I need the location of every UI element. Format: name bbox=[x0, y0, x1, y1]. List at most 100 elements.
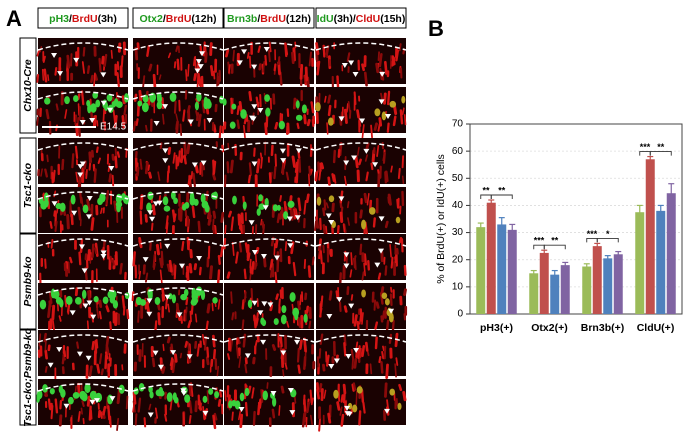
cell-streak bbox=[94, 247, 98, 255]
cell-streak bbox=[80, 90, 85, 106]
significance-label: ** bbox=[657, 142, 665, 152]
cell-streak bbox=[249, 258, 252, 269]
micrograph bbox=[36, 87, 129, 137]
y-tick-label: 40 bbox=[452, 200, 464, 211]
marker-cell bbox=[194, 101, 200, 111]
cell-streak bbox=[380, 92, 384, 101]
cell-streak bbox=[397, 167, 401, 180]
cell-streak bbox=[188, 400, 193, 414]
header-part: / bbox=[69, 13, 72, 25]
cell-streak bbox=[392, 115, 397, 127]
header-part: Brn3b bbox=[227, 13, 257, 25]
cell-streak bbox=[66, 54, 71, 69]
cell-streak bbox=[194, 164, 199, 174]
header-part: / bbox=[163, 13, 166, 25]
cell-streak bbox=[292, 47, 296, 62]
marker-cell bbox=[44, 97, 51, 105]
surface-line bbox=[37, 238, 129, 247]
cell-streak bbox=[55, 103, 59, 111]
cell-streak bbox=[285, 171, 290, 181]
cell-streak bbox=[193, 263, 198, 271]
cell-streak bbox=[282, 369, 285, 377]
marker-cell bbox=[295, 100, 300, 109]
cell-streak bbox=[198, 402, 202, 410]
cell-streak bbox=[354, 155, 359, 169]
marker-cell bbox=[381, 111, 387, 121]
micrograph bbox=[35, 38, 129, 88]
cell-streak bbox=[198, 266, 202, 276]
arrowhead bbox=[343, 263, 350, 269]
arrowhead bbox=[336, 297, 343, 303]
bar bbox=[497, 224, 507, 314]
cell-streak bbox=[109, 255, 113, 263]
cell-streak bbox=[238, 101, 243, 113]
cell-streak bbox=[350, 252, 353, 266]
cell-streak bbox=[243, 291, 247, 303]
column-header: Brn3b/BrdU(12h) bbox=[227, 13, 311, 25]
arrowhead bbox=[273, 255, 280, 261]
cell-streak bbox=[284, 42, 289, 56]
arrowhead bbox=[343, 160, 350, 166]
cell-streak bbox=[255, 96, 260, 108]
arrowhead bbox=[257, 310, 264, 316]
cell-streak bbox=[102, 405, 107, 416]
cell-streak bbox=[144, 161, 149, 175]
marker-cell bbox=[289, 292, 296, 302]
row-label-box bbox=[19, 137, 37, 234]
cell-streak bbox=[162, 113, 165, 125]
bar bbox=[645, 159, 655, 314]
surface-line bbox=[315, 42, 407, 51]
cell-streak bbox=[144, 213, 148, 223]
cell-streak bbox=[47, 74, 50, 82]
cell-streak bbox=[74, 145, 79, 159]
cell-streak bbox=[382, 345, 385, 352]
cell-streak bbox=[375, 62, 380, 74]
cell-streak bbox=[100, 207, 103, 215]
marker-cell bbox=[60, 388, 66, 398]
cell-streak bbox=[187, 175, 192, 186]
arrowhead bbox=[78, 244, 85, 250]
column-header: IdU(3h)/CldU(15h) bbox=[317, 13, 406, 25]
cell-streak bbox=[355, 390, 358, 406]
x-tick-label: Otx2(+) bbox=[531, 322, 567, 334]
header-part: CldU bbox=[356, 13, 381, 25]
marker-cell bbox=[281, 305, 287, 314]
micrograph bbox=[132, 138, 225, 189]
marker-cell bbox=[195, 286, 203, 296]
cell-streak bbox=[262, 256, 267, 268]
micrograph bbox=[223, 138, 315, 190]
cell-streak bbox=[80, 407, 83, 415]
cell-streak bbox=[235, 343, 239, 359]
x-tick-label: CldU(+) bbox=[637, 322, 675, 334]
cell-streak bbox=[268, 49, 271, 63]
marker-cell bbox=[139, 299, 147, 306]
cell-streak bbox=[176, 58, 180, 71]
cell-streak bbox=[322, 363, 326, 372]
row-label: Tsc1-cko bbox=[22, 162, 34, 208]
cell-streak bbox=[50, 404, 54, 420]
cell-streak bbox=[335, 290, 339, 300]
cell-streak bbox=[211, 302, 214, 312]
arrowhead bbox=[56, 347, 63, 353]
cell-streak bbox=[318, 162, 322, 172]
arrowhead bbox=[250, 116, 257, 122]
arrowhead bbox=[260, 339, 267, 345]
cell-streak bbox=[151, 204, 156, 216]
significance-label: ** bbox=[551, 236, 559, 246]
arrowhead bbox=[179, 263, 186, 269]
marker-cell bbox=[327, 117, 334, 126]
arrowhead bbox=[147, 210, 154, 216]
cell-streak bbox=[352, 382, 357, 391]
panel-label: A bbox=[6, 6, 22, 31]
marker-cell bbox=[95, 99, 101, 108]
cell-streak bbox=[259, 93, 262, 108]
arrowhead bbox=[191, 162, 198, 168]
cell-streak bbox=[364, 341, 369, 352]
arrowhead bbox=[89, 399, 96, 405]
micrograph bbox=[37, 187, 129, 233]
arrowhead bbox=[294, 215, 301, 221]
arrowhead bbox=[261, 301, 268, 307]
cell-streak bbox=[100, 411, 103, 419]
marker-cell bbox=[170, 190, 176, 200]
